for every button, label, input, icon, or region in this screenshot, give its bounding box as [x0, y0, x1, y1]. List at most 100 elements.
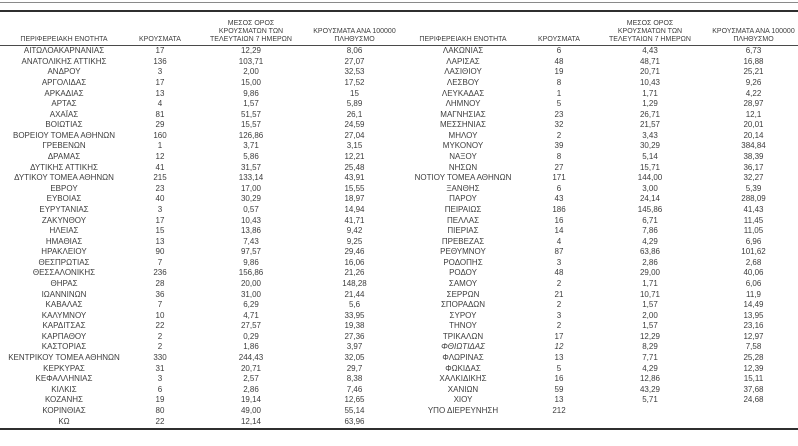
cell-avg7: 6,71	[642, 215, 658, 225]
header-per-100k: ΚΡΟΥΣΜΑΤΑ ΑΝΑ 100000 ΠΛΗΘΥΣΜΟ	[712, 28, 795, 43]
table-row: ΑΡΓΟΛΙΔΑΣ 17 15,00 17,52	[0, 78, 399, 89]
cell-cases: 15	[155, 226, 165, 236]
cell-avg7: 145,86	[637, 204, 663, 214]
cell-region: ΑΡΚΑΔΙΑΣ	[44, 88, 84, 98]
cell-region: ΛΑΚΩΝΙΑΣ	[442, 46, 484, 56]
cell-avg7: 1,29	[642, 99, 658, 109]
table-row: ΔΡΑΜΑΣ 12 5,86 12,21	[0, 152, 399, 163]
cell-cases: 48	[554, 268, 564, 278]
table-row: ΚΑΒΑΛΑΣ 7 6,29 5,6	[0, 300, 399, 311]
table-row: ΚΑΣΤΟΡΙΑΣ 2 1,86 3,97	[0, 342, 399, 353]
table-row: ΠΕΙΡΑΙΩΣ 186 145,86 41,43	[399, 205, 798, 216]
table-row: ΦΛΩΡΙΝΑΣ 13 7,71 25,28	[399, 353, 798, 364]
cell-cases: 3	[556, 257, 562, 267]
cell-region: ΑΝΔΡΟΥ	[47, 67, 81, 77]
cell-cases: 27	[554, 162, 564, 172]
cell-per100k: 3,15	[346, 141, 363, 151]
cell-per100k: 15,55	[344, 183, 365, 193]
cell-avg7: 7,43	[243, 236, 259, 246]
table-row: ΗΛΕΙΑΣ 15 13,86 9,42	[0, 226, 399, 237]
table-row: ΛΑΣΙΘΙΟΥ 19 20,71 25,21	[399, 67, 798, 78]
table-row: ΑΡΤΑΣ 4 1,57 5,89	[0, 99, 399, 110]
cell-region: ΧΙΟΥ	[453, 395, 473, 405]
cell-avg7: 144,00	[637, 173, 663, 183]
table-row: ΗΜΑΘΙΑΣ 13 7,43 9,25	[0, 236, 399, 247]
cell-per100k: 11,9	[746, 289, 761, 299]
header-avg-7day: ΜΕΣΟΣ ΟΡΟΣ ΚΡΟΥΣΜΑΤΩΝ ΤΩΝ ΤΕΛΕΥΤΑΙΩΝ 7 Η…	[210, 20, 292, 43]
cell-cases: 17	[155, 215, 165, 225]
cell-region: ΧΑΛΚΙΔΙΚΗΣ	[439, 374, 487, 384]
cell-avg7: 26,71	[639, 109, 661, 119]
cell-cases: 43	[554, 194, 564, 204]
table-row: ΣΠΟΡΑΔΩΝ 2 1,57 14,49	[399, 300, 798, 311]
table-body-right: ΛΑΚΩΝΙΑΣ 6 4,43 6,73 ΛΑΡΙΣΑΣ 48 48,71 16,88 ΛΑΣΙ…	[399, 46, 798, 416]
table-row: ΣΥΡΟΥ 3 2,00 13,95	[399, 310, 798, 321]
cell-cases: 12	[155, 152, 165, 162]
cell-per100k: 32,05	[344, 353, 365, 363]
cell-region: ΥΠΟ ΔΙΕΡΕΥΝΗΣΗ	[427, 405, 499, 415]
cell-avg7: 1,71	[642, 279, 658, 288]
cell-avg7: 1,57	[642, 300, 658, 310]
cell-per100k: 24,68	[743, 395, 764, 405]
cell-per100k: 20,01	[743, 120, 764, 130]
cell-per100k: 9,25	[346, 236, 363, 246]
table-row: ΘΗΡΑΣ 28 20,00 148,28	[0, 279, 399, 290]
cell-region: ΠΑΡΟΥ	[449, 194, 477, 204]
cell-cases: 212	[552, 405, 566, 415]
cell-region: ΔΥΤΙΚΟΥ ΤΟΜΕΑ ΑΘΗΝΩΝ	[14, 173, 114, 183]
cell-avg7: 10,71	[639, 289, 661, 299]
cell-per100k: 40,06	[743, 268, 764, 278]
cell-region: ΦΘΙΩΤΙΔΑΣ	[441, 342, 485, 352]
cell-avg7: 31,00	[240, 289, 262, 299]
cell-avg7: 10,43	[639, 78, 661, 88]
table-row: ΑΙΤΩΛΟΑΚΑΡΝΑΝΙΑΣ 17 12,29 8,06	[0, 46, 399, 57]
cell-per100k: 63,96	[344, 416, 365, 426]
cell-avg7: 31,57	[240, 162, 262, 172]
cell-cases: 16	[554, 215, 564, 225]
cell-per100k: 55,14	[344, 405, 365, 415]
cell-region: ΛΑΡΙΣΑΣ	[446, 56, 480, 66]
cell-avg7: 2,57	[243, 374, 259, 384]
cell-avg7: 19,14	[240, 395, 262, 405]
cell-region: ΦΩΚΙΔΑΣ	[445, 363, 481, 373]
cell-per100k: 41,71	[344, 215, 365, 225]
table-row: ΠΙΕΡΙΑΣ 14 7,86 11,05	[399, 226, 798, 237]
cell-avg7: 29,00	[639, 268, 661, 278]
cell-per100k: 26,1	[346, 109, 363, 119]
cell-cases: 19	[554, 67, 564, 77]
table-row: ΠΑΡΟΥ 43 24,14 288,09	[399, 194, 798, 205]
cell-per100k: 288,09	[741, 194, 766, 204]
cell-avg7: 9,86	[243, 257, 259, 267]
cell-per100k: 5,6	[348, 300, 361, 310]
cell-cases: 5	[556, 363, 562, 373]
cell-avg7: 1,57	[243, 99, 259, 109]
cell-cases: 330	[153, 353, 167, 363]
cell-region: ΚΟΡΙΝΘΙΑΣ	[42, 405, 86, 415]
table-row: ΔΥΤΙΚΟΥ ΤΟΜΕΑ ΑΘΗΝΩΝ 215 133,14 43,91	[0, 173, 399, 184]
cell-cases: 2	[556, 300, 562, 310]
cell-region: ΚΑΒΑΛΑΣ	[45, 300, 83, 310]
cell-per100k: 14,94	[344, 204, 365, 214]
cell-region: ΗΡΑΚΛΕΙΟΥ	[41, 247, 87, 257]
table-row: ΣΑΜΟΥ 2 1,71 6,06	[399, 279, 798, 290]
cell-cases: 2	[556, 321, 562, 331]
cell-region: ΝΑΞΟΥ	[449, 152, 477, 162]
cell-cases: 2	[157, 342, 163, 352]
cell-cases: 3	[157, 67, 163, 77]
table-row: ΝΟΤΙΟΥ ΤΟΜΕΑ ΑΘΗΝΩΝ 171 144,00 32,27	[399, 173, 798, 184]
cell-cases: 22	[155, 321, 165, 331]
table-row: ΒΟΡΕΙΟΥ ΤΟΜΕΑ ΑΘΗΝΩΝ 160 126,86 27,04	[0, 131, 399, 142]
cell-per100k: 384,84	[741, 141, 766, 151]
cell-per100k: 27,07	[344, 56, 365, 66]
table-row: ΔΥΤΙΚΗΣ ΑΤΤΙΚΗΣ 41 31,57 25,48	[0, 162, 399, 173]
cell-region: ΣΠΟΡΑΔΩΝ	[440, 300, 486, 310]
cell-per100k: 18,97	[344, 194, 365, 204]
table-row: ΝΑΞΟΥ 8 5,14 38,39	[399, 152, 798, 163]
table-row: ΓΡΕΒΕΝΩΝ 1 3,71 3,15	[0, 141, 399, 152]
cell-cases: 59	[554, 384, 564, 394]
table-row: ΜΑΓΝΗΣΙΑΣ 23 26,71 12,1	[399, 109, 798, 120]
cell-cases: 36	[155, 289, 165, 299]
cell-per100k: 21,44	[344, 289, 365, 299]
cell-region: ΖΑΚΥΝΘΟΥ	[41, 215, 87, 225]
